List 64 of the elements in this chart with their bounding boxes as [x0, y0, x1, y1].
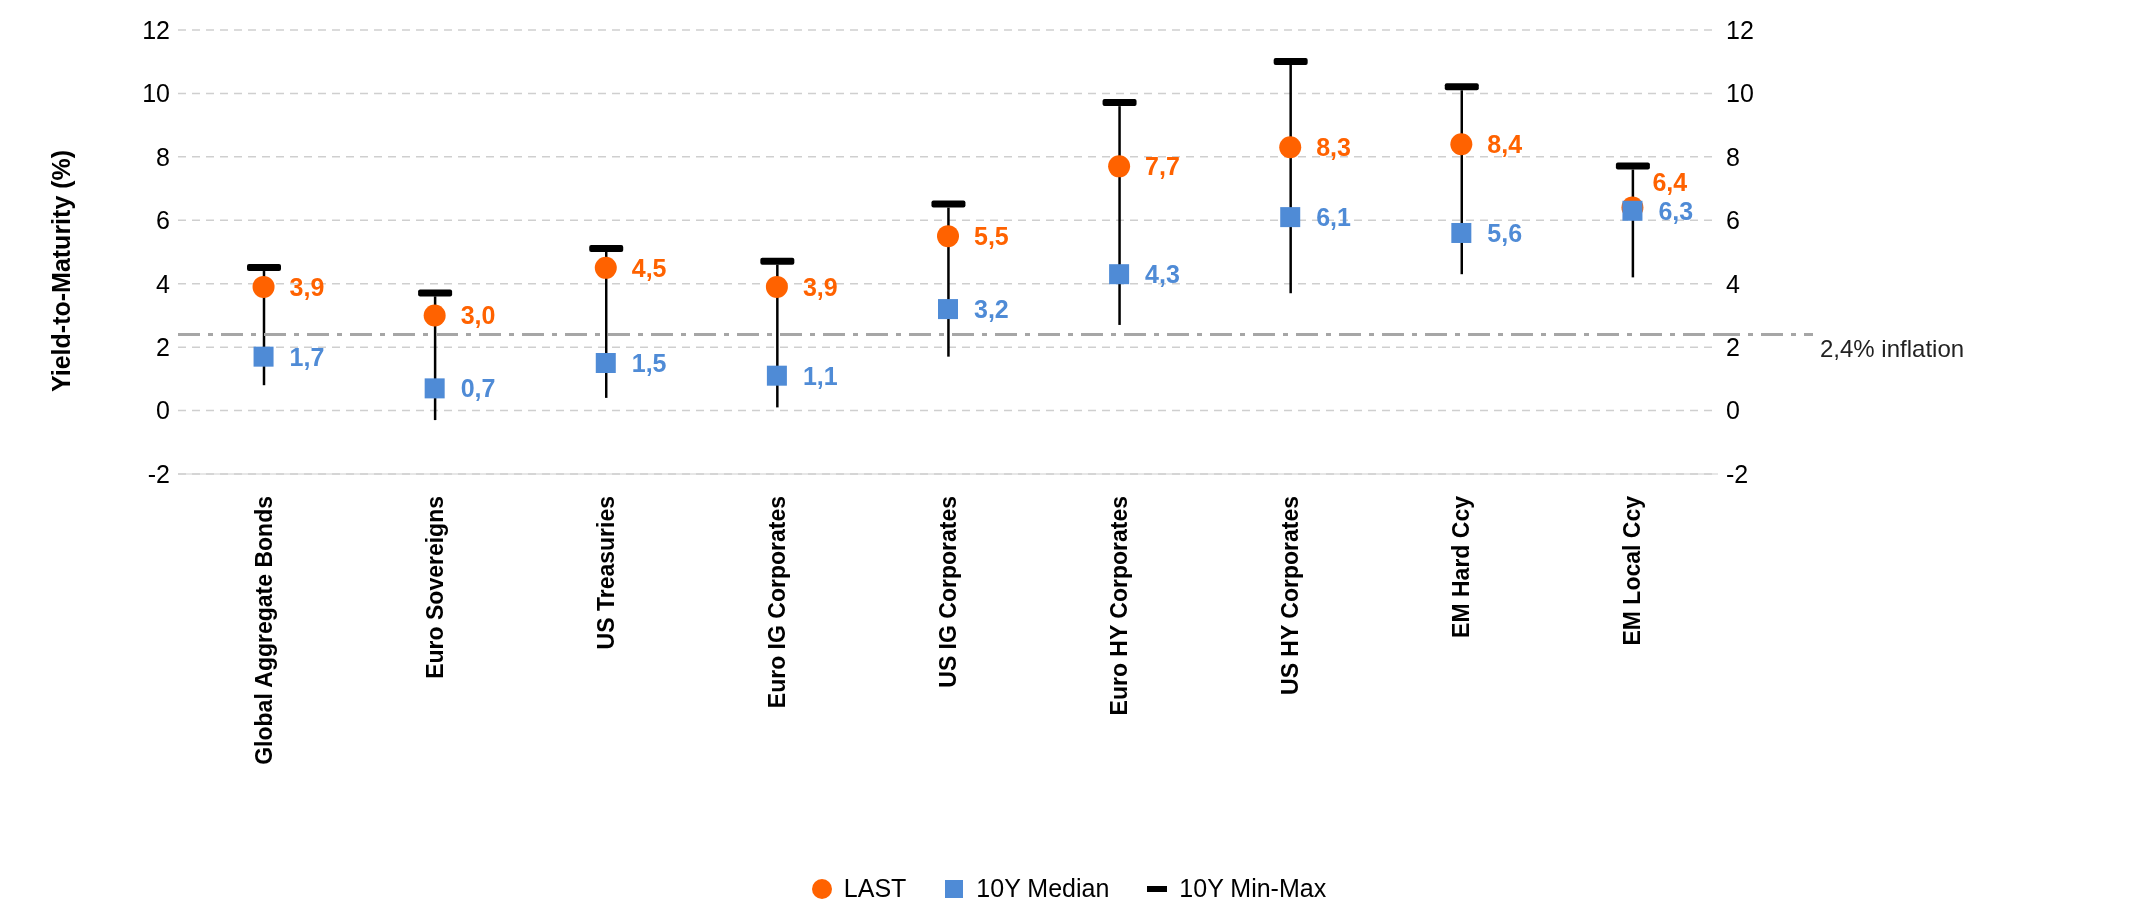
data-label: 1,1 — [802, 361, 838, 390]
point — [1108, 155, 1131, 178]
y2-tick-label: 6 — [1726, 206, 1740, 235]
point — [1451, 222, 1472, 243]
data-label: 8,3 — [1316, 133, 1351, 162]
point — [424, 378, 445, 399]
y2-tick-label: 12 — [1726, 15, 1754, 44]
x-tick-label: US IG Corporates — [935, 496, 961, 688]
point — [252, 275, 275, 298]
y2-tick-label: 0 — [1726, 396, 1740, 425]
data-label: 3,2 — [974, 295, 1009, 324]
y2-tick-label: -2 — [1726, 459, 1749, 488]
x-tick-label: Euro Sovereigns — [421, 496, 448, 679]
legend-label: 10Y Median — [976, 874, 1110, 903]
data-label: 1,5 — [631, 349, 667, 377]
y-tick-label: 8 — [156, 142, 170, 171]
legend-label: 10Y Min-Max — [1179, 874, 1327, 903]
y2-tick-label: 4 — [1726, 269, 1740, 298]
data-label: 5,5 — [974, 222, 1009, 251]
point — [1109, 264, 1130, 285]
data-label: 7,7 — [1145, 152, 1180, 181]
data-label: 0,7 — [460, 374, 496, 403]
point — [253, 346, 274, 367]
data-label: 8,4 — [1487, 130, 1523, 159]
data-label: 5,6 — [1487, 218, 1523, 247]
point — [938, 299, 958, 320]
y-tick-label: 2 — [156, 333, 170, 362]
x-tick-label: EM Hard Ccy — [1448, 495, 1475, 638]
point — [595, 353, 616, 373]
point — [766, 365, 787, 386]
data-label: 6,1 — [1316, 203, 1352, 232]
point — [937, 225, 959, 248]
data-label: 6,3 — [1658, 196, 1694, 225]
legend-label: LAST — [843, 874, 907, 903]
y2-tick-label: 8 — [1726, 142, 1740, 171]
y-tick-label: 0 — [156, 396, 170, 425]
y-tick-label: 6 — [156, 206, 170, 235]
point — [594, 256, 617, 279]
data-label: 3,9 — [289, 272, 325, 301]
point — [423, 304, 446, 327]
data-label: 3,9 — [802, 272, 838, 301]
x-tick-label: US Treasuries — [592, 496, 619, 650]
point — [1280, 207, 1301, 228]
x-tick-label: Euro IG Corporates — [763, 496, 790, 709]
ref-line-label: 2,4% inflation — [1820, 334, 1965, 362]
x-tick-label: Global Aggregate Bonds — [250, 496, 277, 765]
y-tick-label: -2 — [147, 459, 170, 488]
y-tick-label: 4 — [156, 269, 171, 298]
y2-tick-label: 2 — [1726, 333, 1740, 362]
data-label: 1,7 — [289, 342, 325, 371]
x-tick-label: US HY Corporates — [1277, 496, 1304, 695]
point — [765, 275, 788, 298]
x-tick-label: EM Local Ccy — [1619, 495, 1646, 646]
data-label: 3,0 — [460, 301, 496, 330]
x-tick-label: Euro HY Corporates — [1106, 496, 1133, 716]
y-axis-title: Yield-to-Maturity (%) — [46, 149, 75, 392]
y-tick-label: 10 — [142, 79, 170, 108]
data-label: 6,4 — [1652, 167, 1688, 196]
data-label: 4,5 — [631, 253, 667, 282]
data-label: 4,3 — [1145, 260, 1180, 289]
y-tick-label: 12 — [142, 15, 170, 44]
point — [1450, 133, 1473, 156]
y2-tick-label: 10 — [1726, 79, 1754, 108]
point — [1279, 136, 1302, 159]
